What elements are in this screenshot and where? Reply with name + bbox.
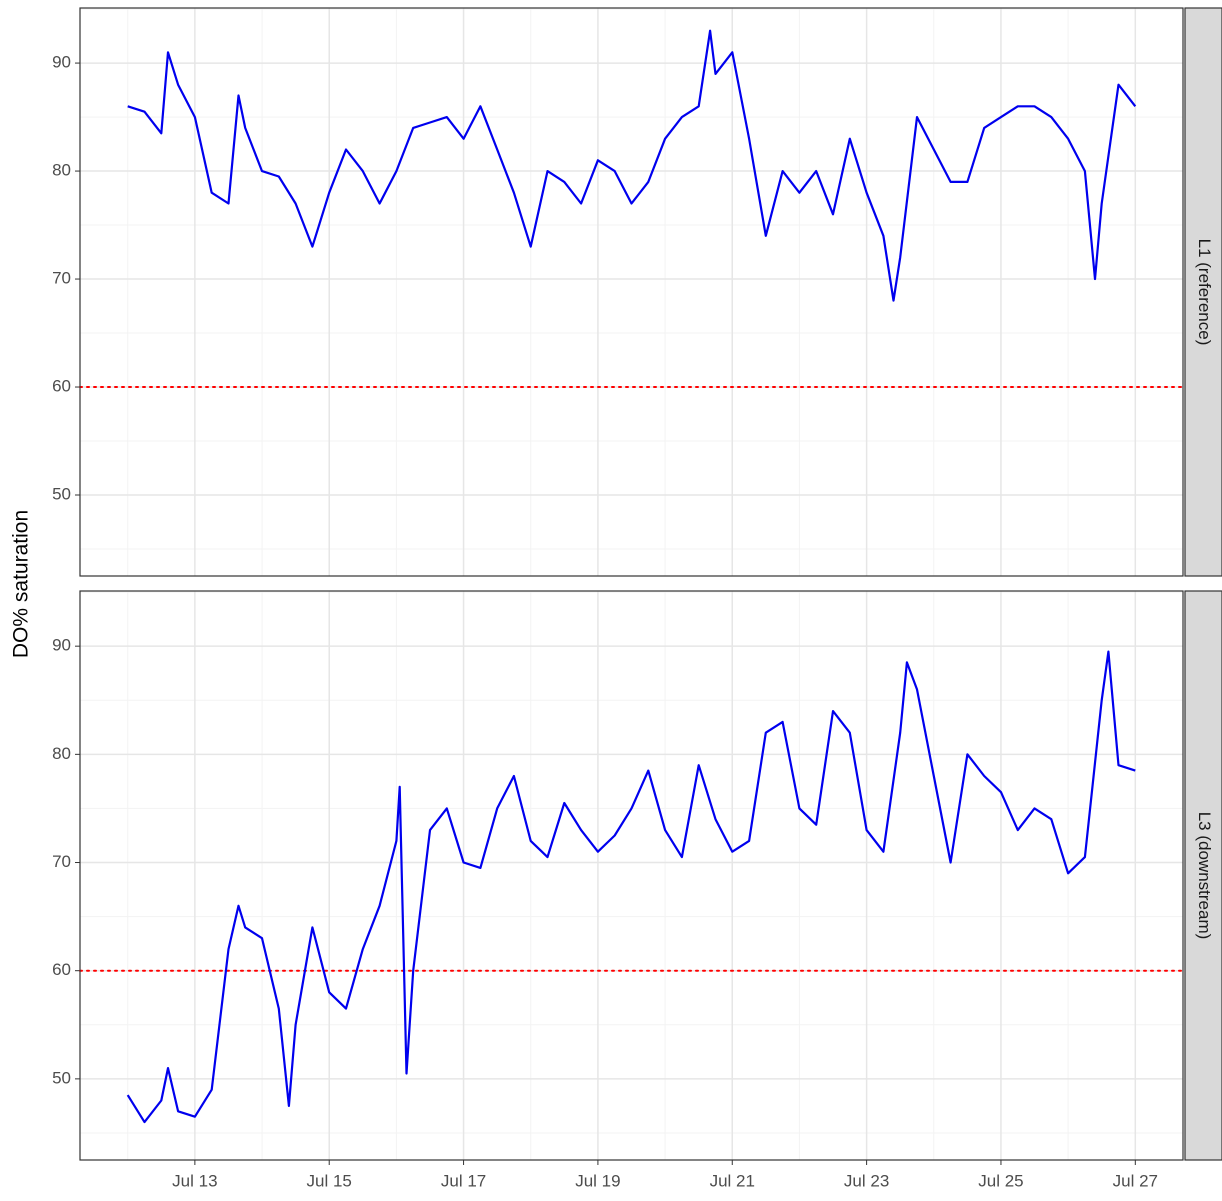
y-tick-label: 50 <box>52 484 71 503</box>
x-tick-label: Jul 15 <box>307 1171 352 1190</box>
facet-label: L1 (reference) <box>1195 239 1214 346</box>
data-line <box>127 29 1137 302</box>
y-tick-label: 80 <box>52 744 71 763</box>
x-tick-label: Jul 27 <box>1113 1171 1158 1190</box>
y-axis-label: DO% saturation <box>10 510 33 658</box>
data-line <box>126 650 1136 1124</box>
x-tick-label: Jul 21 <box>710 1171 755 1190</box>
x-tick-label: Jul 13 <box>172 1171 217 1190</box>
panel-border <box>79 7 1184 577</box>
y-tick-label: 70 <box>52 852 71 871</box>
facet-strip <box>1184 7 1222 577</box>
facet-label: L3 (downstream) <box>1195 812 1214 940</box>
y-tick-label: 50 <box>52 1068 71 1087</box>
x-tick-label: Jul 17 <box>441 1171 486 1190</box>
y-tick-label: 70 <box>52 269 71 288</box>
y-tick-label: 60 <box>52 377 71 396</box>
facet-strip <box>1184 590 1222 1161</box>
y-tick-label: 90 <box>52 636 71 655</box>
panel-border <box>79 590 1184 1161</box>
y-tick-label: 80 <box>52 161 71 180</box>
x-tick-label: Jul 19 <box>575 1171 620 1190</box>
x-tick-label: Jul 23 <box>844 1171 889 1190</box>
y-tick-label: 90 <box>52 53 71 72</box>
y-tick-label: 60 <box>52 960 71 979</box>
x-tick-label: Jul 25 <box>978 1171 1023 1190</box>
